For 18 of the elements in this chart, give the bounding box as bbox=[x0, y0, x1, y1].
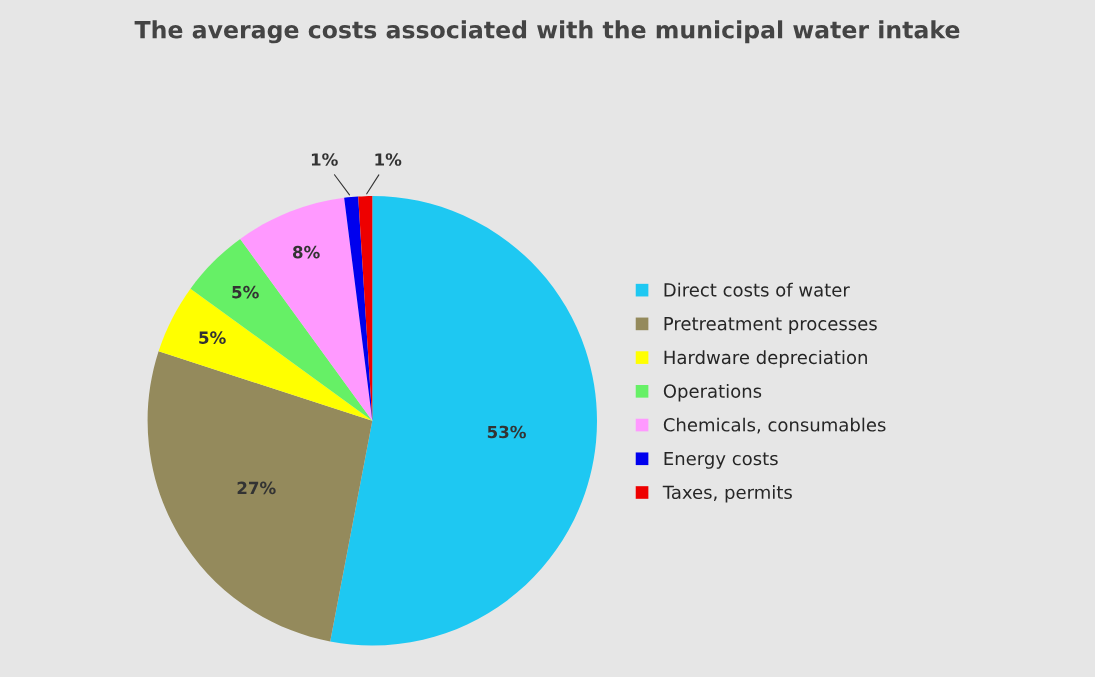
pie-slice bbox=[147, 351, 373, 642]
legend-label: Operations bbox=[663, 383, 762, 402]
data-label: 5% bbox=[232, 285, 259, 299]
data-label: 8% bbox=[292, 245, 320, 259]
chart-title: The average costs associated with the municipal water intake bbox=[134, 20, 960, 44]
legend-label: Pretreatment processes bbox=[664, 317, 877, 334]
legend-label: Taxes, permits bbox=[662, 485, 792, 503]
data-label: 5% bbox=[199, 331, 226, 344]
pie-slice bbox=[190, 238, 373, 421]
legend-label: Hardware depreciation bbox=[664, 350, 867, 368]
legend-label: Chemicals, consumables bbox=[663, 417, 886, 434]
data-label: 27% bbox=[237, 481, 276, 495]
data-label: 1% bbox=[375, 153, 402, 166]
legend-label: Direct costs of water bbox=[664, 282, 850, 297]
data-label: 53% bbox=[487, 425, 526, 439]
data-label: 1% bbox=[311, 153, 338, 166]
pie-slice bbox=[330, 196, 597, 646]
legend-label: Energy costs bbox=[664, 451, 778, 469]
